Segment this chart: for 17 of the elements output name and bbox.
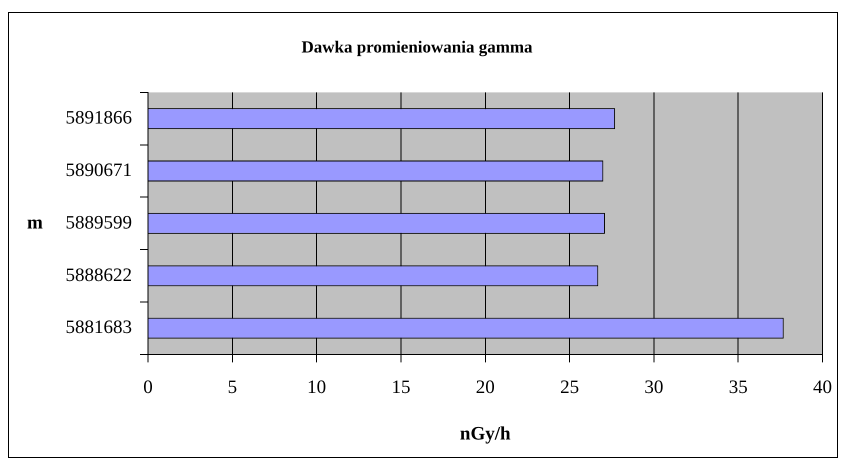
- y-tick-label: 5890671: [66, 160, 132, 181]
- chart-title: Dawka promieniowania gamma: [301, 38, 534, 57]
- x-tick-label: 25: [560, 376, 580, 398]
- x-tick-label: 5: [228, 376, 238, 398]
- x-tick-label: 20: [476, 376, 495, 398]
- x-tick-label: 0: [143, 376, 153, 398]
- y-axis-title: m: [27, 212, 43, 234]
- y-tick-label: 5889599: [66, 212, 132, 234]
- x-axis-title: nGy/h: [460, 424, 512, 445]
- y-tick-label: 5888622: [66, 264, 132, 286]
- x-tick-label: 15: [391, 376, 410, 398]
- x-tick-label: 40: [813, 376, 832, 398]
- y-tick-label: 5881683: [66, 317, 132, 338]
- x-tick-label: 10: [307, 376, 326, 398]
- x-tick-label: 35: [728, 376, 748, 398]
- x-tick-label: 30: [644, 376, 664, 398]
- y-tick-label: 5891866: [66, 108, 132, 129]
